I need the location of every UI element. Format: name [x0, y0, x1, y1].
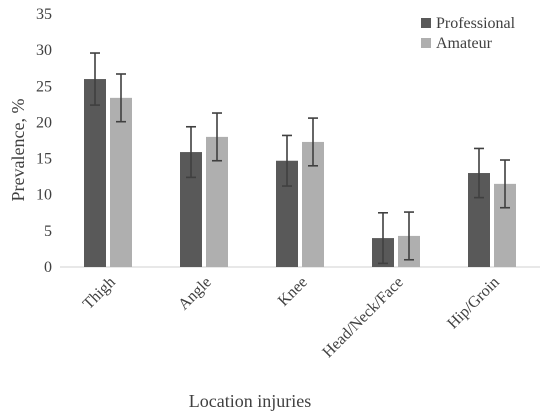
bar-professional-2	[276, 160, 298, 267]
legend-label: Professional	[436, 15, 516, 32]
error-bar	[308, 117, 318, 167]
bars-group	[84, 79, 516, 267]
y-axis-title: Prevalence, %	[8, 99, 28, 202]
y-tick-label: 15	[36, 151, 52, 168]
error-bar	[212, 112, 222, 162]
error-bars-group	[90, 52, 510, 265]
y-tick-label: 35	[36, 6, 52, 23]
y-tick-label: 0	[44, 259, 52, 276]
y-tick-label: 20	[36, 114, 52, 131]
category-label: Head/Neck/Face	[319, 274, 406, 361]
error-bar	[116, 73, 126, 123]
bar-amateur-2	[302, 141, 324, 267]
bar-amateur-1	[206, 136, 228, 267]
bar-professional-0	[84, 79, 106, 267]
legend-label: Amateur	[436, 35, 493, 52]
legend-swatch	[421, 38, 431, 48]
bar-professional-4	[468, 173, 490, 267]
error-bar	[186, 125, 196, 179]
x-axis-title: Location injuries	[189, 391, 311, 411]
bar-amateur-4	[494, 183, 516, 267]
error-bar	[404, 211, 414, 261]
y-tick-label: 25	[36, 78, 52, 95]
category-label: Hip/Groin	[444, 274, 503, 333]
y-axis-ticks: 0 5 10 15 20 25 30 35	[36, 6, 52, 276]
category-label: Thigh	[80, 274, 119, 313]
bar-professional-1	[180, 152, 202, 267]
category-label: Knee	[275, 274, 311, 310]
error-bar	[474, 147, 484, 199]
y-tick-label: 5	[44, 223, 52, 240]
error-bar	[90, 52, 100, 106]
y-tick-label: 10	[36, 187, 52, 204]
legend: Professional Amateur	[421, 15, 516, 52]
category-labels: Thigh Angle Knee Head/Neck/Face Hip/Groin	[80, 274, 503, 361]
error-bar	[282, 134, 292, 187]
legend-swatch	[421, 18, 431, 28]
y-tick-label: 30	[36, 42, 52, 59]
category-label: Angle	[175, 274, 215, 314]
error-bar	[500, 159, 510, 209]
bar-amateur-0	[110, 97, 132, 267]
error-bar	[378, 211, 388, 265]
